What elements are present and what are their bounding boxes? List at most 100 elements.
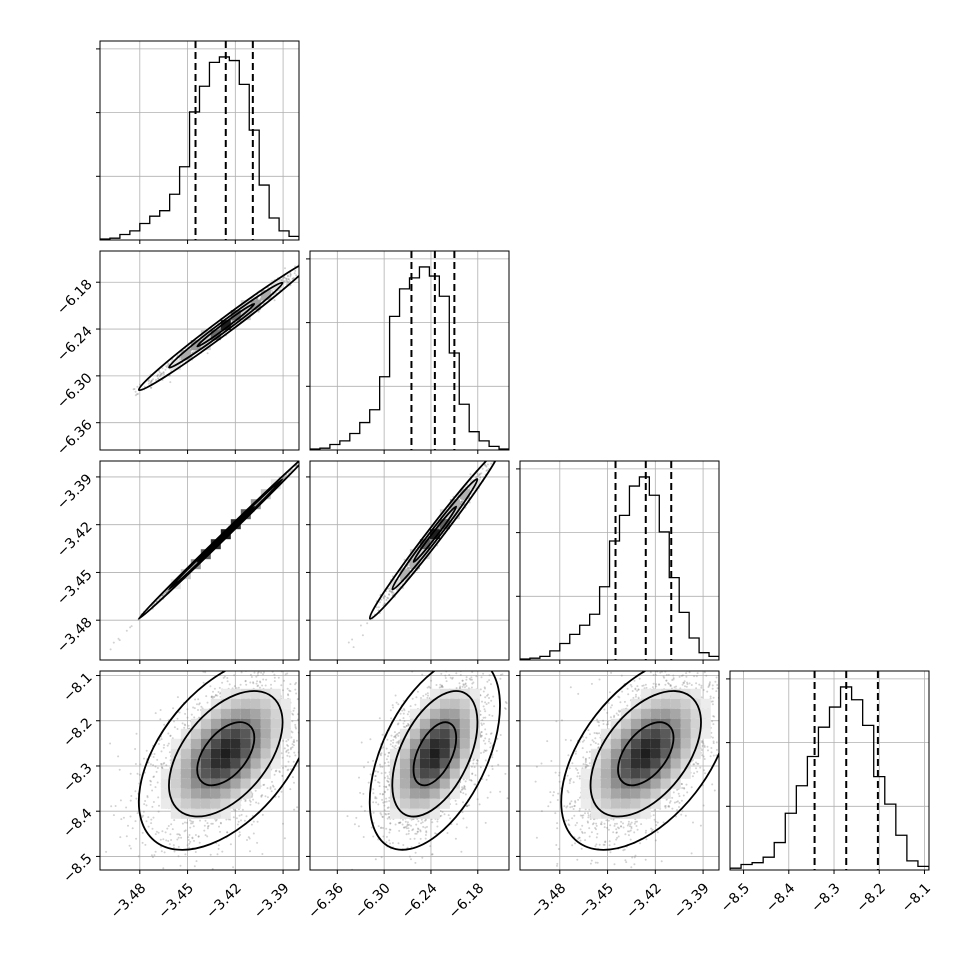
- sample-point: [149, 381, 152, 384]
- sample-point: [159, 596, 162, 599]
- sample-point: [502, 452, 504, 454]
- sample-point: [221, 850, 224, 853]
- sample-point: [228, 683, 231, 686]
- sample-point: [304, 265, 306, 267]
- sample-point: [178, 358, 181, 361]
- sample-point: [186, 708, 189, 711]
- sample-point: [484, 464, 487, 467]
- density-cell: [449, 499, 460, 510]
- sample-point: [189, 826, 192, 829]
- sample-point: [294, 726, 297, 728]
- sample-point: [135, 837, 138, 840]
- sample-point: [269, 787, 272, 790]
- histogram-line: [520, 476, 719, 660]
- sample-point: [203, 824, 206, 827]
- sample-point: [252, 832, 255, 835]
- sample-point: [359, 624, 362, 627]
- sample-point: [255, 675, 258, 678]
- sample-point: [165, 365, 168, 368]
- sample-point: [279, 667, 281, 669]
- sample-point: [273, 676, 276, 679]
- sample-point: [396, 588, 398, 591]
- sample-point: [288, 755, 291, 758]
- sample-point: [307, 453, 309, 455]
- sample-point: [134, 820, 137, 823]
- sample-point: [289, 748, 292, 751]
- density-cell: [429, 529, 440, 540]
- sample-point: [262, 678, 265, 681]
- sample-point: [152, 776, 155, 778]
- sample-point: [286, 631, 288, 633]
- contour-line: [368, 461, 501, 620]
- sample-point: [114, 805, 117, 807]
- sample-point: [490, 459, 492, 461]
- sample-point: [352, 646, 355, 649]
- sample-point: [181, 822, 184, 825]
- sample-point: [300, 738, 302, 740]
- sample-point: [500, 452, 502, 454]
- sample-point: [167, 742, 170, 745]
- sample-point: [329, 247, 331, 249]
- sample-point: [213, 687, 216, 690]
- sample-point: [459, 503, 462, 505]
- sample-point: [380, 598, 383, 601]
- sample-point: [390, 590, 393, 593]
- sample-point: [307, 454, 309, 456]
- sample-point: [158, 739, 161, 742]
- sample-point: [173, 850, 176, 853]
- sample-point: [193, 350, 195, 353]
- sample-point: [164, 591, 167, 594]
- sample-point: [150, 818, 153, 821]
- sample-point: [531, 398, 533, 400]
- sample-point: [307, 678, 309, 680]
- sample-point: [166, 590, 169, 593]
- sample-point: [301, 460, 303, 462]
- sample-point: [163, 762, 166, 764]
- sample-point: [240, 671, 243, 674]
- sample-point: [289, 274, 292, 277]
- sample-point: [258, 686, 261, 689]
- sample-point: [485, 469, 488, 472]
- sample-point: [277, 676, 280, 679]
- sample-point: [206, 822, 209, 825]
- sample-point: [383, 595, 386, 598]
- sample-point: [272, 785, 275, 788]
- sample-point: [210, 696, 213, 698]
- sample-point: [244, 680, 247, 683]
- sample-point: [240, 813, 243, 816]
- sample-point: [210, 822, 213, 825]
- sample-point: [105, 850, 108, 853]
- contour-line: [137, 259, 299, 392]
- sample-point: [310, 262, 312, 264]
- sample-point: [166, 364, 169, 367]
- sample-point: [287, 280, 290, 283]
- sample-point: [169, 735, 172, 737]
- sample-point: [163, 723, 166, 726]
- sample-point: [317, 444, 319, 446]
- sample-point: [194, 851, 197, 853]
- sample-point: [167, 840, 170, 842]
- sample-point: [137, 392, 139, 395]
- sample-point: [173, 726, 176, 729]
- sample-point: [211, 696, 213, 699]
- sample-point: [267, 645, 269, 647]
- density-cell: [459, 489, 470, 500]
- sample-point: [117, 755, 120, 758]
- sample-point: [154, 712, 157, 715]
- sample-point: [325, 254, 327, 256]
- sample-point: [515, 428, 517, 430]
- sample-point: [157, 373, 160, 376]
- sample-point: [273, 773, 276, 776]
- sample-point: [176, 838, 179, 841]
- sample-point: [237, 686, 240, 689]
- sample-point: [193, 839, 195, 842]
- sample-point: [220, 650, 222, 652]
- sample-point: [287, 693, 289, 696]
- sample-point: [159, 373, 162, 376]
- sample-point: [389, 589, 391, 592]
- sample-point: [295, 692, 298, 695]
- density-cell: [260, 290, 271, 301]
- sample-point: [253, 649, 255, 651]
- sample-point: [134, 390, 137, 393]
